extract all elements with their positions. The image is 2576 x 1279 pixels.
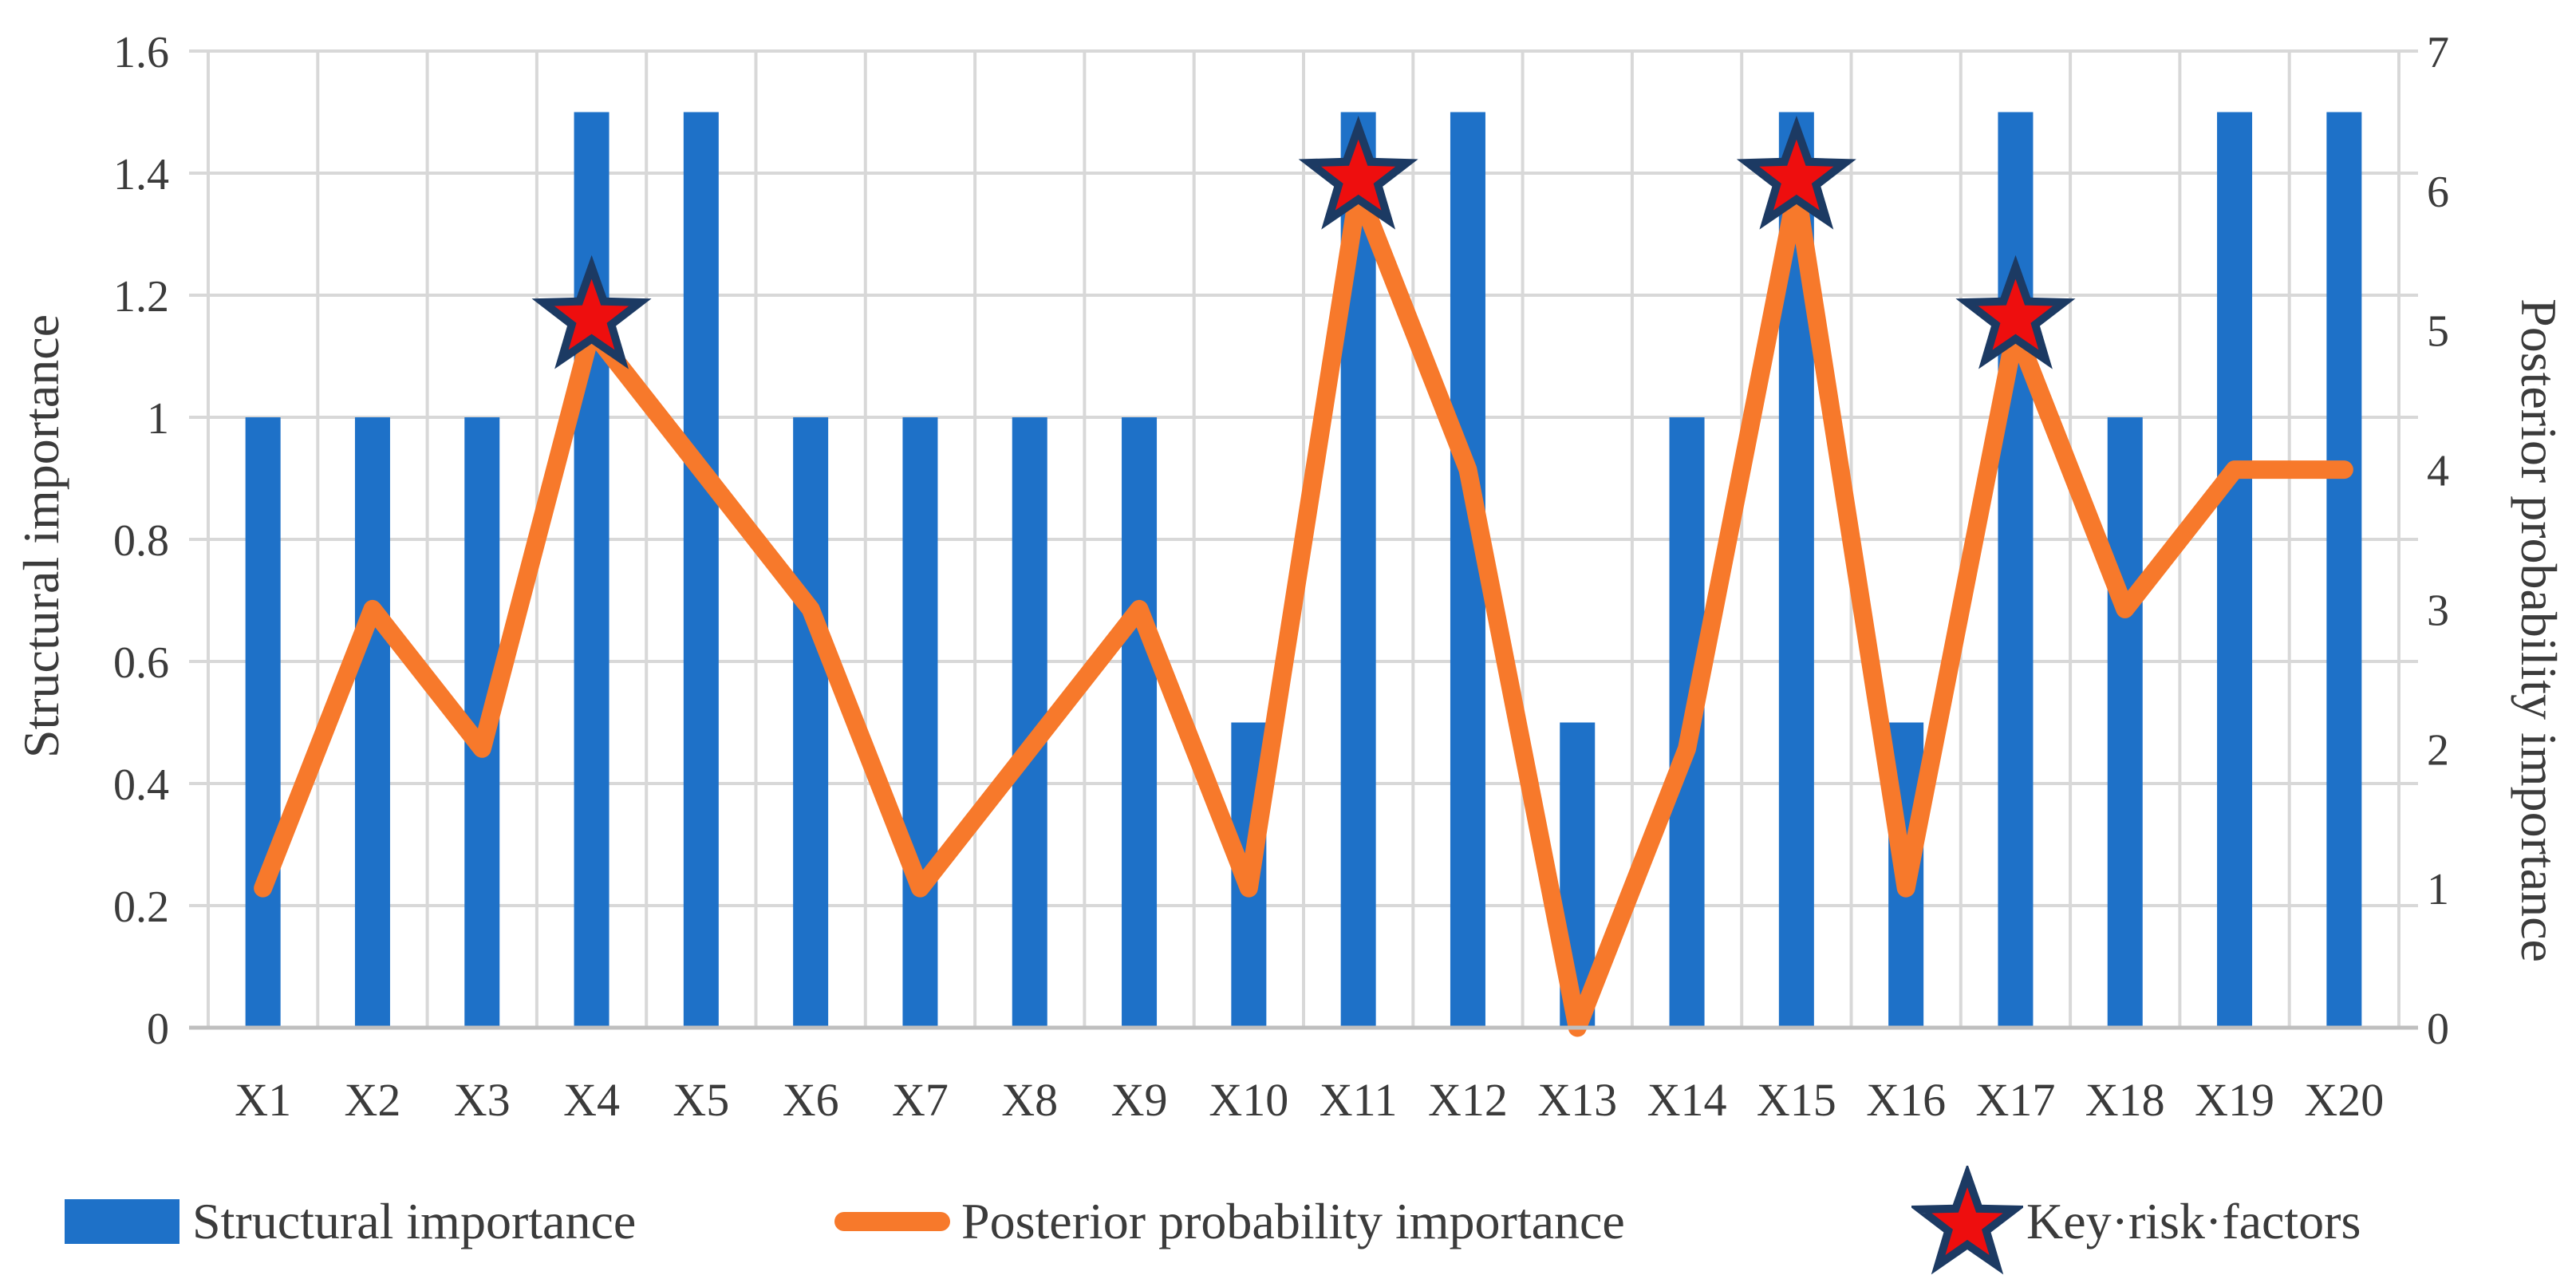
bar-X19 xyxy=(2217,112,2253,1028)
left-axis-tick-0.8: 0.8 xyxy=(113,516,169,566)
left-axis-tick-0: 0 xyxy=(147,1005,169,1054)
bar-X7 xyxy=(902,417,938,1028)
legend-label: Structural importance xyxy=(192,1192,637,1249)
bar-X20 xyxy=(2326,112,2362,1028)
left-axis-tick-1.2: 1.2 xyxy=(113,272,169,322)
key-risk-star-X15 xyxy=(1736,115,1856,230)
bar-X6 xyxy=(793,417,829,1028)
left-axis-tick-1.6: 1.6 xyxy=(113,28,169,77)
x-axis-label-X18: X18 xyxy=(2085,1074,2165,1126)
key-risk-star-X11 xyxy=(1298,115,1418,230)
legend-label: Key·risk·factors xyxy=(2026,1192,2361,1249)
left-axis-tick-0.2: 0.2 xyxy=(113,882,169,932)
key-risk-star-X4 xyxy=(531,255,652,369)
left-axis-tick-0.6: 0.6 xyxy=(113,638,169,688)
bar-X4 xyxy=(574,112,609,1028)
x-axis-label-X13: X13 xyxy=(1537,1074,1617,1126)
x-axis-label-X7: X7 xyxy=(892,1074,949,1126)
right-axis-tick-6: 6 xyxy=(2427,168,2449,217)
star-swatch-icon xyxy=(1911,1165,2023,1274)
x-axis-label-X17: X17 xyxy=(1976,1074,2056,1126)
x-axis-label-X4: X4 xyxy=(563,1074,620,1126)
legend-item-key-risk-factors: Key·risk·factors xyxy=(1911,1165,2361,1274)
line-swatch-icon xyxy=(834,1211,950,1231)
right-axis-tick-2: 2 xyxy=(2427,725,2449,775)
right-axis-tick-7: 7 xyxy=(2427,28,2449,77)
right-axis-tick-1: 1 xyxy=(2427,865,2449,914)
right-axis-tick-5: 5 xyxy=(2427,307,2449,357)
bar-X1 xyxy=(245,417,281,1028)
bar-X18 xyxy=(2107,417,2143,1028)
bar-X9 xyxy=(1122,417,1158,1028)
left-axis-tick-0.4: 0.4 xyxy=(113,760,169,810)
legend-item-structural-importance: Structural importance xyxy=(65,1171,636,1271)
x-axis-label-X20: X20 xyxy=(2304,1074,2384,1126)
x-axis-label-X1: X1 xyxy=(235,1074,291,1126)
x-axis-label-X8: X8 xyxy=(1001,1074,1058,1126)
x-axis-label-X16: X16 xyxy=(1866,1074,1946,1126)
legend-item-posterior-probability: Posterior probability importance xyxy=(834,1171,1625,1271)
right-axis-title: Posterior probability importance xyxy=(2511,298,2567,962)
right-axis-tick-0: 0 xyxy=(2427,1005,2449,1054)
bar-swatch-icon xyxy=(65,1198,179,1244)
bar-X5 xyxy=(683,112,719,1028)
x-axis-label-X10: X10 xyxy=(1209,1074,1288,1126)
legend: Structural importance Posterior probabil… xyxy=(0,1165,2576,1274)
legend-label: Posterior probability importance xyxy=(961,1192,1625,1249)
left-axis-tick-1: 1 xyxy=(147,394,169,444)
x-axis-label-X14: X14 xyxy=(1647,1074,1727,1126)
x-axis-label-X5: X5 xyxy=(673,1074,729,1126)
x-axis-label-X11: X11 xyxy=(1320,1074,1398,1126)
left-axis-tick-1.4: 1.4 xyxy=(113,150,169,199)
x-axis-label-X9: X9 xyxy=(1111,1074,1168,1126)
x-axis-label-X19: X19 xyxy=(2195,1074,2274,1126)
x-axis-label-X15: X15 xyxy=(1757,1074,1836,1126)
bar-X17 xyxy=(1998,112,2034,1028)
right-axis-tick-4: 4 xyxy=(2427,447,2449,496)
bar-X2 xyxy=(354,417,390,1028)
x-axis-label-X6: X6 xyxy=(783,1074,839,1126)
right-axis-tick-3: 3 xyxy=(2427,586,2449,635)
key-risk-star-X17 xyxy=(1955,255,2076,369)
x-axis-label-X3: X3 xyxy=(454,1074,511,1126)
x-axis-label-X2: X2 xyxy=(345,1074,401,1126)
x-axis-label-X12: X12 xyxy=(1428,1074,1508,1126)
left-axis-title: Structural importance xyxy=(13,314,69,759)
